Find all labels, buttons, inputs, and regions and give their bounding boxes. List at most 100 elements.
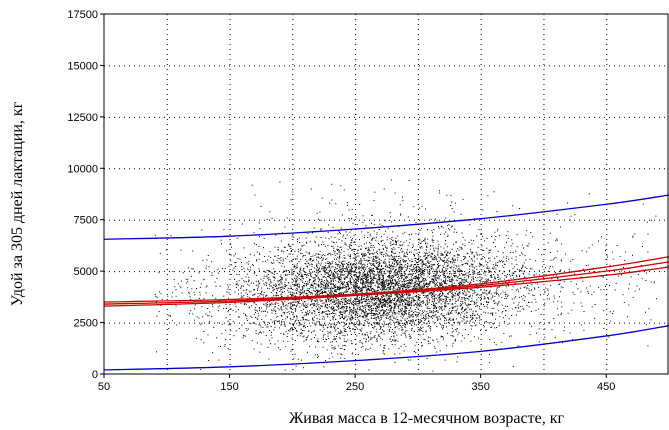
scatter-point: [342, 271, 343, 273]
scatter-point: [417, 283, 419, 285]
scatter-point: [284, 284, 286, 285]
scatter-point: [444, 290, 446, 292]
scatter-point: [423, 273, 425, 275]
scatter-point: [280, 307, 282, 309]
scatter-point: [491, 276, 493, 278]
scatter-point: [454, 300, 456, 302]
scatter-point: [373, 322, 374, 324]
scatter-point: [471, 265, 473, 267]
scatter-point: [444, 282, 446, 284]
scatter-point: [507, 323, 509, 325]
scatter-point: [291, 261, 293, 262]
scatter-point: [344, 335, 346, 337]
scatter-point: [429, 281, 431, 283]
scatter-point: [416, 267, 418, 269]
scatter-point: [423, 287, 425, 289]
scatter-point: [450, 262, 452, 264]
scatter-point: [351, 353, 353, 355]
scatter-point: [421, 301, 423, 303]
scatter-point: [415, 257, 417, 259]
scatter-point: [352, 328, 354, 329]
scatter-point: [389, 238, 391, 240]
scatter-point: [221, 333, 223, 335]
scatter-point: [540, 294, 541, 296]
scatter-point: [374, 313, 376, 315]
scatter-point: [503, 333, 505, 334]
scatter-point: [351, 245, 352, 247]
scatter-point: [500, 293, 502, 295]
scatter-point: [487, 321, 489, 323]
scatter-point: [454, 306, 456, 308]
scatter-point: [462, 279, 464, 281]
scatter-point: [294, 266, 296, 267]
scatter-point: [295, 281, 297, 283]
scatter-point: [284, 301, 286, 303]
scatter-point: [418, 238, 420, 240]
scatter-point: [255, 244, 257, 246]
scatter-point: [433, 307, 434, 309]
scatter-point: [350, 266, 352, 268]
scatter-point: [311, 263, 313, 265]
scatter-point: [516, 234, 518, 236]
scatter-point: [198, 272, 200, 274]
scatter-point: [360, 258, 362, 260]
scatter-point: [523, 247, 524, 249]
scatter-point: [425, 330, 427, 332]
scatter-point: [359, 308, 361, 310]
scatter-point: [413, 316, 414, 318]
scatter-point: [445, 240, 446, 241]
scatter-point: [361, 276, 363, 277]
scatter-point: [410, 307, 412, 309]
scatter-point: [208, 266, 210, 268]
scatter-point: [421, 241, 423, 242]
scatter-point: [418, 312, 420, 314]
scatter-point: [254, 194, 256, 196]
scatter-point: [389, 322, 391, 324]
scatter-point: [387, 289, 389, 291]
scatter-point: [484, 292, 486, 294]
scatter-point: [407, 266, 408, 268]
scatter-point: [360, 280, 362, 282]
scatter-point: [397, 282, 399, 284]
scatter-point: [342, 321, 344, 323]
scatter-point: [484, 321, 486, 323]
scatter-point: [390, 341, 392, 342]
scatter-point: [336, 271, 338, 273]
scatter-point: [310, 272, 312, 274]
scatter-point: [408, 286, 409, 288]
scatter-point: [351, 276, 352, 277]
scatter-point: [462, 236, 464, 238]
scatter-point: [351, 316, 353, 318]
scatter-point: [609, 264, 611, 266]
scatter-point: [504, 263, 506, 265]
scatter-point: [394, 344, 396, 346]
scatter-point: [471, 319, 473, 321]
scatter-point: [363, 274, 365, 276]
scatter-point: [411, 329, 413, 331]
scatter-point: [269, 285, 271, 287]
scatter-point: [400, 345, 402, 347]
scatter-point: [382, 299, 383, 301]
scatter-point: [376, 337, 378, 339]
scatter-point: [376, 302, 378, 304]
scatter-point: [504, 247, 506, 249]
scatter-point: [470, 340, 472, 342]
scatter-point: [277, 281, 279, 283]
scatter-point: [435, 297, 437, 299]
scatter-point: [422, 272, 424, 274]
scatter-point: [322, 269, 324, 271]
scatter-point: [347, 271, 349, 273]
scatter-point: [258, 245, 260, 247]
scatter-point: [389, 308, 391, 310]
scatter-point: [463, 315, 465, 317]
scatter-point: [308, 320, 310, 322]
scatter-point: [330, 331, 332, 333]
scatter-point: [338, 258, 340, 260]
scatter-point: [377, 321, 378, 323]
scatter-point: [399, 245, 401, 247]
scatter-point: [369, 286, 371, 288]
scatter-point: [269, 211, 271, 213]
scatter-point: [254, 293, 256, 295]
scatter-point: [443, 325, 444, 327]
scatter-point: [344, 303, 346, 305]
